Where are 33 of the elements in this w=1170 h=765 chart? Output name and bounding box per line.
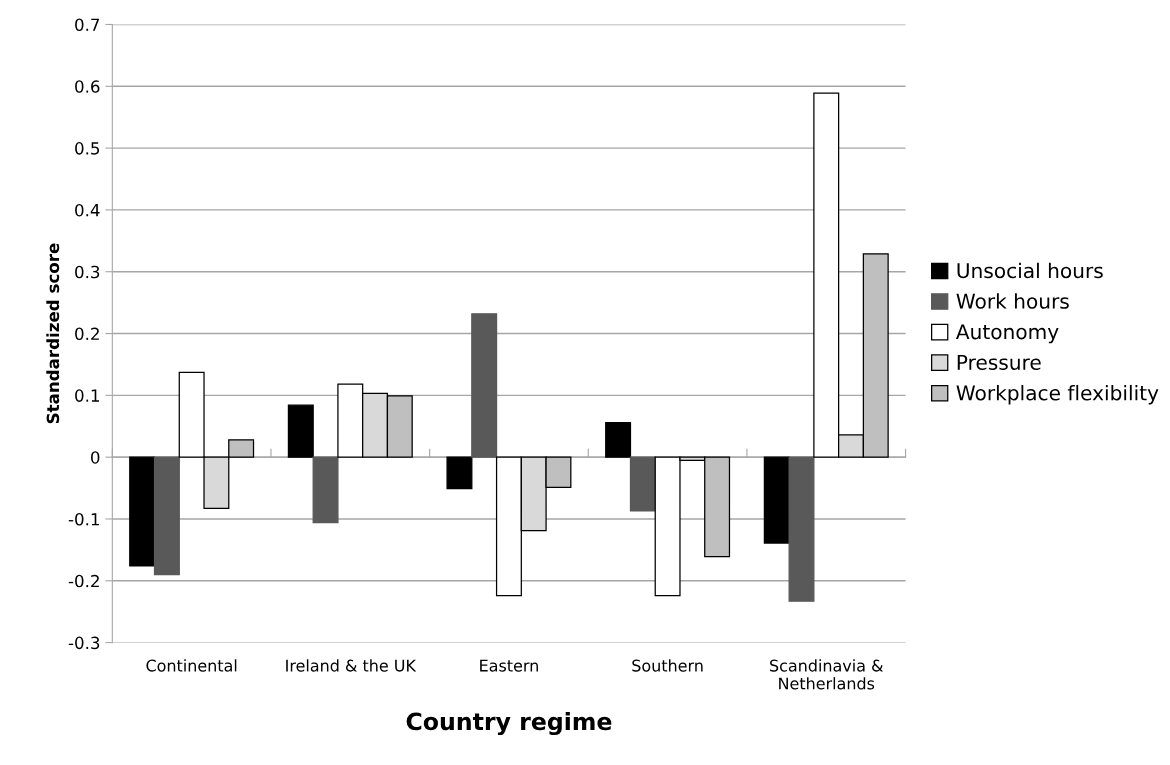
y-tick-label: 0.7 — [75, 18, 100, 32]
bar — [129, 456, 156, 567]
x-tick-label: Ireland & the UK — [286, 659, 417, 672]
x-tick-label: Scandinavia & Netherlands — [770, 659, 884, 690]
bar — [153, 456, 180, 576]
y-tick-label: -0.2 — [68, 574, 99, 588]
legend-label: Unsocial hours — [957, 262, 1103, 279]
legend-label: Workplace flexibility — [956, 384, 1159, 405]
x-axis-title: Country regime — [406, 712, 612, 736]
bar — [763, 456, 790, 544]
x-tick-label: Eastern — [480, 659, 538, 672]
legend-label: Autonomy — [955, 324, 1059, 344]
y-tick-label: -0.3 — [68, 636, 100, 650]
bar — [287, 404, 314, 458]
y-tick-label: 0.2 — [75, 327, 99, 341]
y-tick-label: 0 — [91, 451, 100, 464]
legend-label: Pressure — [957, 354, 1041, 370]
bar — [446, 456, 473, 490]
y-tick-label: 0.5 — [75, 142, 100, 155]
y-tick-label: 0.1 — [75, 389, 99, 402]
x-tick-label: Continental — [146, 659, 237, 672]
legend-label: Work hours — [956, 293, 1069, 309]
bar — [605, 421, 632, 458]
bar — [471, 313, 498, 458]
bar — [312, 456, 339, 524]
x-tick-label: Southern — [632, 659, 703, 672]
y-tick-label: 0.4 — [75, 203, 100, 217]
y-axis-title: Standardized score — [46, 243, 60, 424]
y-tick-label: 0.6 — [75, 80, 100, 93]
bar — [629, 456, 656, 512]
bar — [788, 456, 815, 602]
y-tick-label: 0.3 — [75, 265, 100, 279]
y-tick-label: -0.1 — [68, 512, 99, 526]
